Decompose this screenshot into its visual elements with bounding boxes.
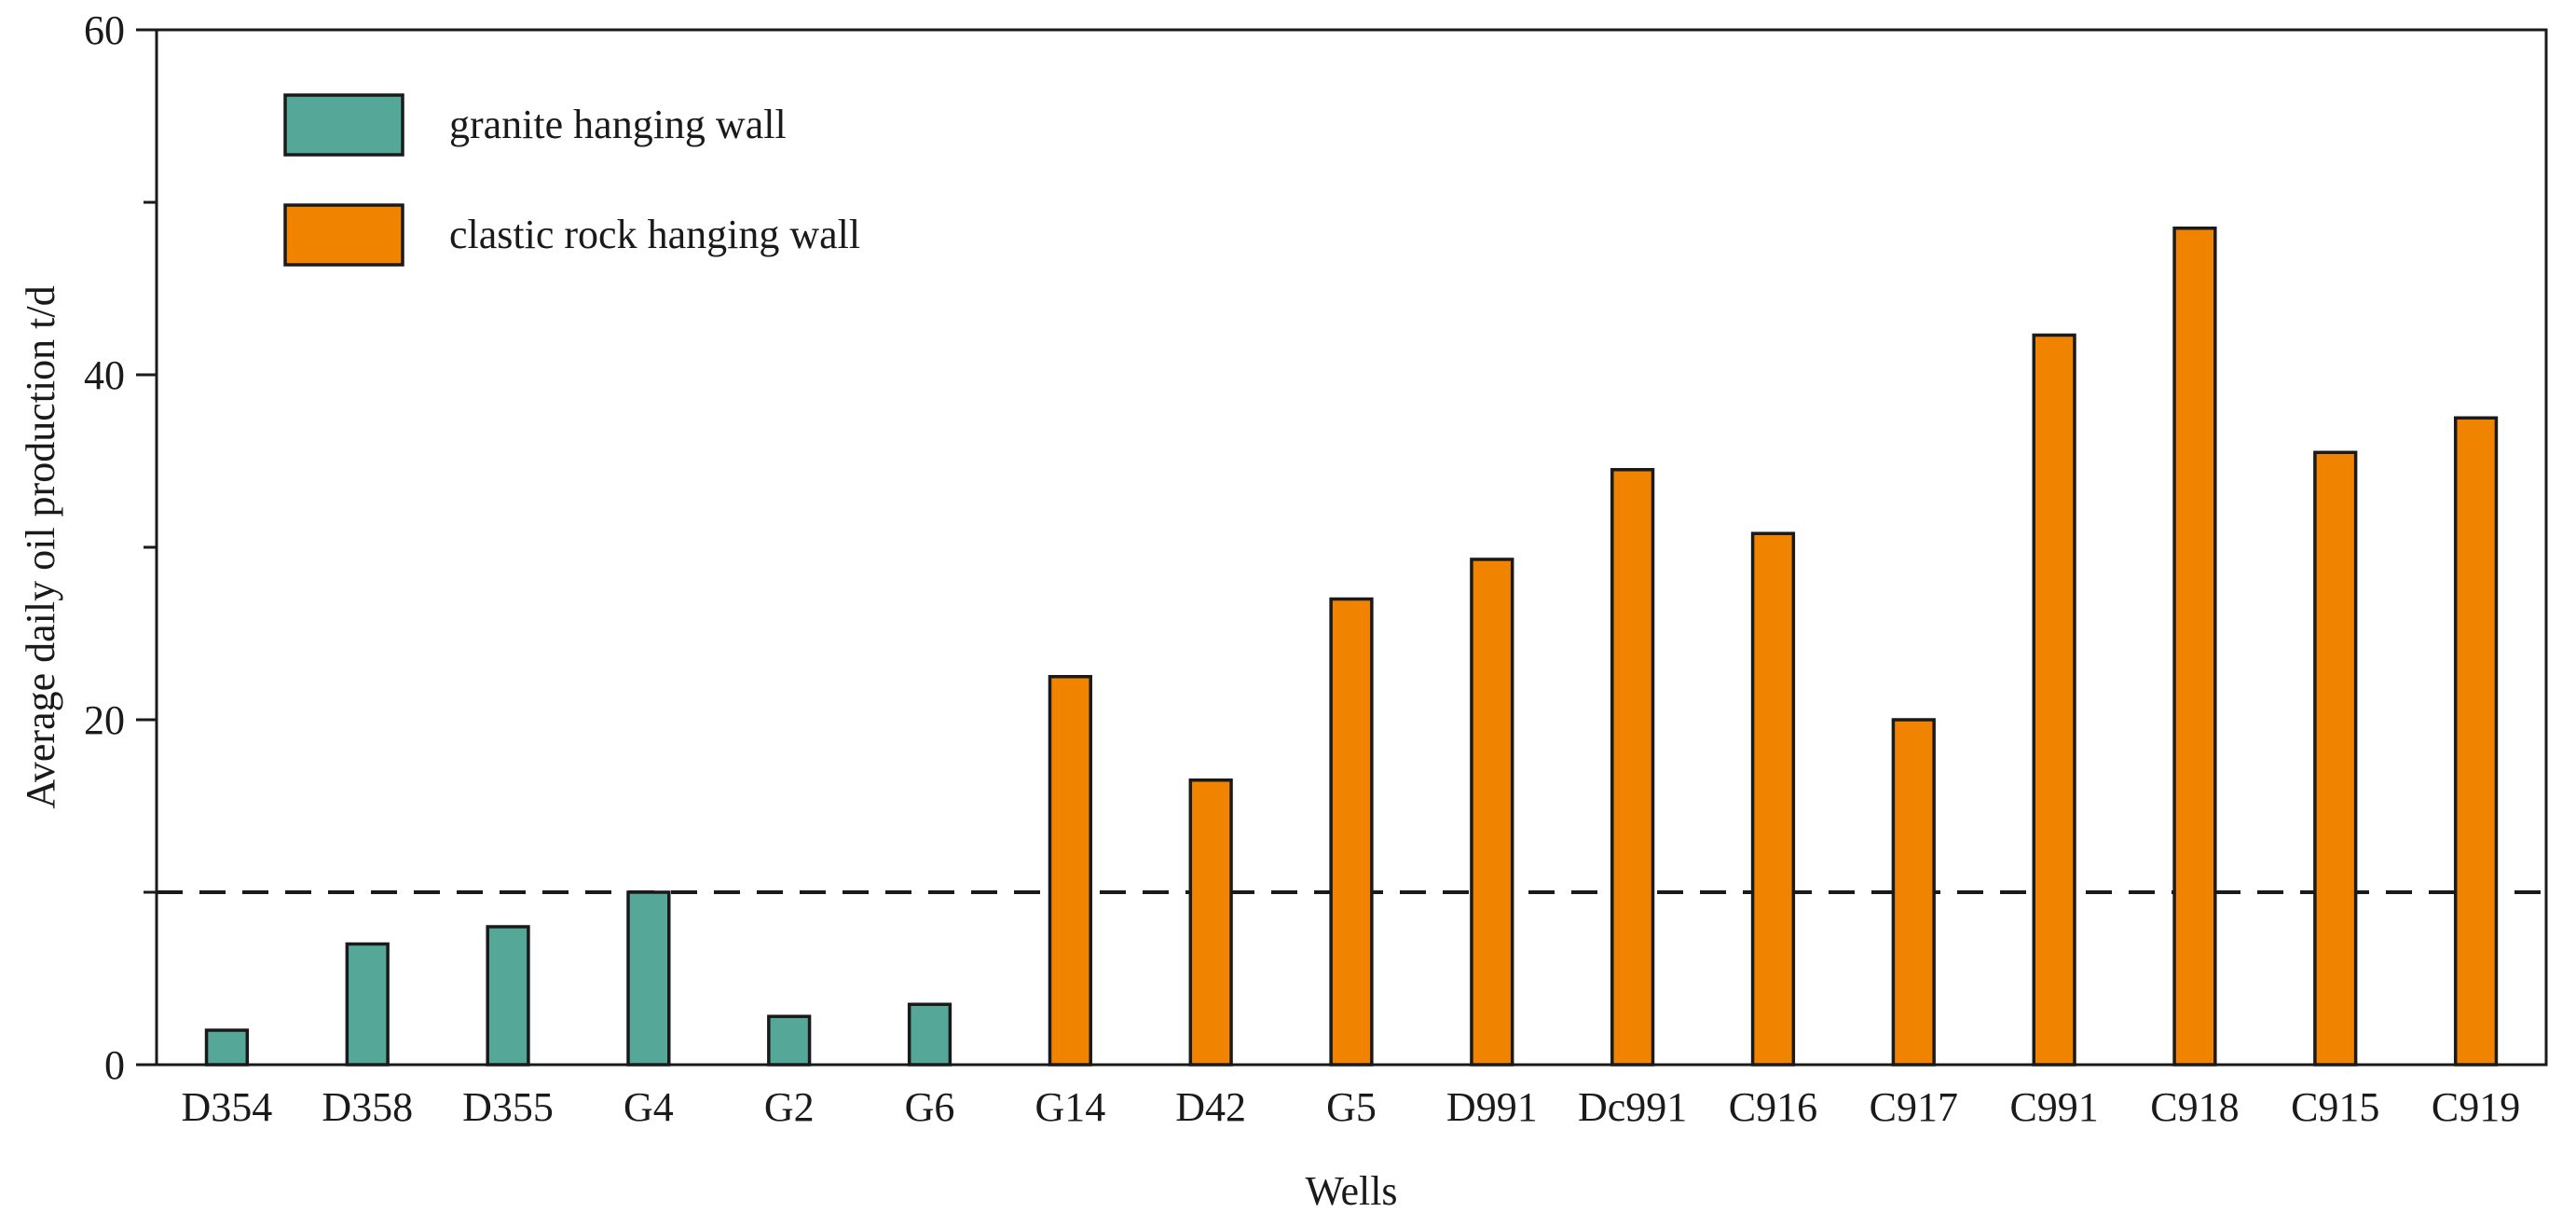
legend-label: clastic rock hanging wall (449, 212, 860, 257)
bar-c915 (2313, 450, 2358, 1067)
legend-label: granite hanging wall (449, 102, 787, 147)
x-tick-label: D991 (1446, 1084, 1538, 1130)
bar-d354 (204, 1028, 250, 1067)
x-tick-label: Dc991 (1578, 1084, 1687, 1130)
x-tick-label: C991 (2009, 1084, 2098, 1130)
x-tick-label: G14 (1035, 1084, 1105, 1130)
y-tick-label: 40 (84, 352, 125, 398)
bar-g2 (767, 1014, 812, 1067)
x-tick-label: G4 (623, 1084, 674, 1130)
bar-g5 (1329, 597, 1374, 1067)
x-tick-label: C917 (1870, 1084, 1958, 1130)
x-tick-label: D358 (322, 1084, 413, 1130)
y-axis-title: Average daily oil production t/d (18, 285, 63, 808)
legend-swatch (283, 93, 404, 157)
x-tick-label: D42 (1175, 1084, 1246, 1130)
bar-d42 (1188, 778, 1233, 1067)
x-tick-label: C919 (2432, 1084, 2520, 1130)
x-tick-label: G5 (1326, 1084, 1377, 1130)
x-tick-label: C916 (1729, 1084, 1817, 1130)
y-tick-label: 20 (84, 697, 125, 743)
x-tick-label: C915 (2291, 1084, 2379, 1130)
bar-d358 (345, 942, 390, 1067)
x-axis-title: Wells (1305, 1168, 1397, 1214)
x-tick-label: C918 (2150, 1084, 2239, 1130)
bar-c916 (1750, 531, 1796, 1067)
y-tick-label: 60 (84, 7, 125, 53)
bar-dc991 (1610, 468, 1655, 1067)
bar-g14 (1048, 675, 1092, 1067)
x-tick-label: G6 (905, 1084, 955, 1130)
x-tick-label: D355 (462, 1084, 554, 1130)
y-tick-label: 0 (104, 1042, 125, 1088)
bar-d355 (486, 925, 530, 1067)
bar-d991 (1470, 558, 1514, 1067)
bar-c918 (2172, 227, 2217, 1067)
bar-g4 (626, 890, 671, 1067)
x-tick-label: G2 (764, 1084, 815, 1130)
bar-c917 (1891, 718, 1936, 1067)
x-tick-label: D354 (182, 1084, 273, 1130)
bar-c991 (2032, 333, 2076, 1067)
legend-swatch (283, 203, 404, 267)
legend: granite hanging wall clastic rock hanging… (283, 93, 860, 267)
bars (204, 227, 2499, 1067)
bar-g6 (907, 1002, 952, 1067)
bar-c919 (2453, 416, 2499, 1067)
labels: 0 20 40 60 D354 D358 D355 G4 G2 G6 G14 D42 G5 D991 Dc9… (18, 7, 2520, 1214)
